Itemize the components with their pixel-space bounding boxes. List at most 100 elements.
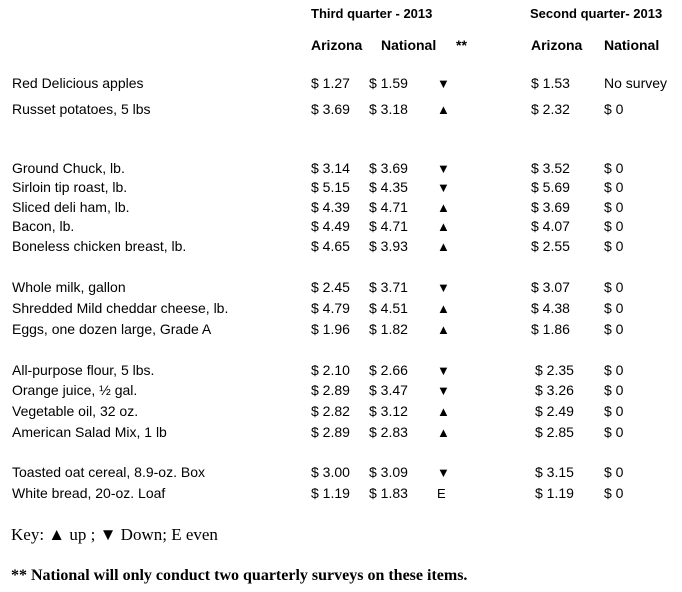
q3-arizona-price: $ 4.79 bbox=[311, 300, 350, 316]
q3-arizona-price: $ 4.65 bbox=[311, 238, 350, 254]
q2-arizona-price: $ 1.53 bbox=[531, 75, 570, 91]
q3-arizona-price: $ 2.82 bbox=[311, 403, 350, 419]
q2-national-price: $ 0 bbox=[604, 218, 624, 234]
q2-national-price: $ 0 bbox=[604, 424, 624, 440]
q3-arizona-header: Arizona bbox=[311, 37, 363, 53]
q2-national-price: $ 0 bbox=[604, 382, 624, 398]
trend-indicator: ▼ bbox=[437, 76, 450, 91]
q2-arizona-price: $ 3.69 bbox=[531, 199, 570, 215]
q3-national-price: $ 1.83 bbox=[369, 485, 408, 501]
trend-indicator: ▲ bbox=[437, 425, 450, 440]
item-name: Whole milk, gallon bbox=[12, 279, 126, 295]
q2-arizona-price: $ 4.07 bbox=[531, 218, 570, 234]
item-name: Russet potatoes, 5 lbs bbox=[12, 101, 151, 117]
trend-indicator: ▼ bbox=[437, 465, 450, 480]
q3-national-price: $ 3.47 bbox=[369, 382, 408, 398]
trend-indicator: ▲ bbox=[437, 102, 450, 117]
trend-indicator: ▼ bbox=[437, 161, 450, 176]
q2-national-price: $ 0 bbox=[604, 300, 624, 316]
q2-title: Second quarter- 2013 bbox=[530, 6, 663, 21]
q3-national-price: $ 4.71 bbox=[369, 199, 408, 215]
q3-national-price: $ 3.12 bbox=[369, 403, 408, 419]
q2-national-price: $ 0 bbox=[604, 238, 624, 254]
trend-indicator: ▼ bbox=[437, 363, 450, 378]
q3-arizona-price: $ 4.39 bbox=[311, 199, 350, 215]
q2-arizona-price: $ 4.38 bbox=[531, 300, 570, 316]
q3-arizona-price: $ 1.19 bbox=[311, 485, 350, 501]
q2-national-price: $ 0 bbox=[604, 199, 624, 215]
q3-arizona-price: $ 1.96 bbox=[311, 321, 350, 337]
q3-national-price: $ 2.66 bbox=[369, 362, 408, 378]
q3-national-price: $ 4.71 bbox=[369, 218, 408, 234]
q3-national-price: $ 3.93 bbox=[369, 238, 408, 254]
q3-arizona-price: $ 3.00 bbox=[311, 464, 350, 480]
q3-national-price: $ 3.09 bbox=[369, 464, 408, 480]
item-name: Sliced deli ham, lb. bbox=[12, 199, 130, 215]
trend-indicator: ▼ bbox=[437, 280, 450, 295]
q2-arizona-price: $ 3.15 bbox=[535, 464, 574, 480]
q3-national-price: $ 1.59 bbox=[369, 75, 408, 91]
q2-national-header: National bbox=[604, 37, 660, 53]
q3-national-header: National bbox=[381, 37, 437, 53]
q2-national-price: $ 0 bbox=[604, 362, 624, 378]
item-name: Vegetable oil, 32 oz. bbox=[12, 403, 139, 419]
trend-header-marker: ** bbox=[456, 37, 467, 53]
q2-national-price: $ 0 bbox=[604, 179, 624, 195]
q3-national-price: $ 2.83 bbox=[369, 424, 408, 440]
q3-arizona-price: $ 2.89 bbox=[311, 382, 350, 398]
q3-arizona-price: $ 3.14 bbox=[311, 160, 350, 176]
item-name: Sirloin tip roast, lb. bbox=[12, 179, 128, 195]
footnote: ** National will only conduct two quarte… bbox=[11, 567, 468, 584]
q2-arizona-price: $ 2.32 bbox=[531, 101, 570, 117]
trend-indicator: ▲ bbox=[437, 404, 450, 419]
q2-arizona-price: $ 2.35 bbox=[535, 362, 574, 378]
q2-national-price: $ 0 bbox=[604, 321, 624, 337]
trend-indicator: ▲ bbox=[437, 322, 450, 337]
q2-arizona-price: $ 2.49 bbox=[535, 403, 574, 419]
item-name: Ground Chuck, lb. bbox=[12, 160, 125, 176]
trend-indicator: ▲ bbox=[437, 239, 450, 254]
q3-arizona-price: $ 5.15 bbox=[311, 179, 350, 195]
item-name: Boneless chicken breast, lb. bbox=[12, 238, 187, 254]
q2-national-price: No survey bbox=[604, 75, 668, 91]
q3-national-price: $ 1.82 bbox=[369, 321, 408, 337]
q3-national-price: $ 3.71 bbox=[369, 279, 408, 295]
legend-key: Key: ▲ up ; ▼ Down; E even bbox=[11, 525, 218, 544]
item-name: All-purpose flour, 5 lbs. bbox=[12, 362, 155, 378]
q3-national-price: $ 3.18 bbox=[369, 101, 408, 117]
trend-indicator: ▲ bbox=[437, 200, 450, 215]
q3-arizona-price: $ 2.89 bbox=[311, 424, 350, 440]
q2-arizona-price: $ 2.55 bbox=[531, 238, 570, 254]
item-name: American Salad Mix, 1 lb bbox=[12, 424, 167, 440]
q3-arizona-price: $ 2.10 bbox=[311, 362, 350, 378]
trend-indicator: ▲ bbox=[437, 219, 450, 234]
q2-arizona-price: $ 1.19 bbox=[535, 485, 574, 501]
q3-national-price: $ 4.35 bbox=[369, 179, 408, 195]
trend-indicator: ▲ bbox=[437, 301, 450, 316]
q3-national-price: $ 4.51 bbox=[369, 300, 408, 316]
q2-national-price: $ 0 bbox=[604, 485, 624, 501]
q3-national-price: $ 3.69 bbox=[369, 160, 408, 176]
item-name: White bread, 20-oz. Loaf bbox=[12, 485, 166, 501]
q2-national-price: $ 0 bbox=[604, 101, 624, 117]
q3-arizona-price: $ 1.27 bbox=[311, 75, 350, 91]
q2-arizona-price: $ 1.86 bbox=[531, 321, 570, 337]
q2-arizona-price: $ 3.52 bbox=[531, 160, 570, 176]
q2-national-price: $ 0 bbox=[604, 279, 624, 295]
item-name: Orange juice, ½ gal. bbox=[12, 382, 138, 398]
q2-arizona-price: $ 5.69 bbox=[531, 179, 570, 195]
q3-arizona-price: $ 4.49 bbox=[311, 218, 350, 234]
q2-arizona-price: $ 3.26 bbox=[535, 382, 574, 398]
q3-arizona-price: $ 3.69 bbox=[311, 101, 350, 117]
item-name: Eggs, one dozen large, Grade A bbox=[12, 321, 212, 337]
trend-indicator: ▼ bbox=[437, 383, 450, 398]
q2-national-price: $ 0 bbox=[604, 464, 624, 480]
item-name: Shredded Mild cheddar cheese, lb. bbox=[12, 300, 229, 316]
item-name: Toasted oat cereal, 8.9-oz. Box bbox=[12, 464, 205, 480]
trend-indicator: E bbox=[437, 486, 446, 501]
q2-national-price: $ 0 bbox=[604, 160, 624, 176]
q3-arizona-price: $ 2.45 bbox=[311, 279, 350, 295]
q2-arizona-header: Arizona bbox=[531, 37, 583, 53]
item-name: Red Delicious apples bbox=[12, 75, 144, 91]
q2-arizona-price: $ 3.07 bbox=[531, 279, 570, 295]
